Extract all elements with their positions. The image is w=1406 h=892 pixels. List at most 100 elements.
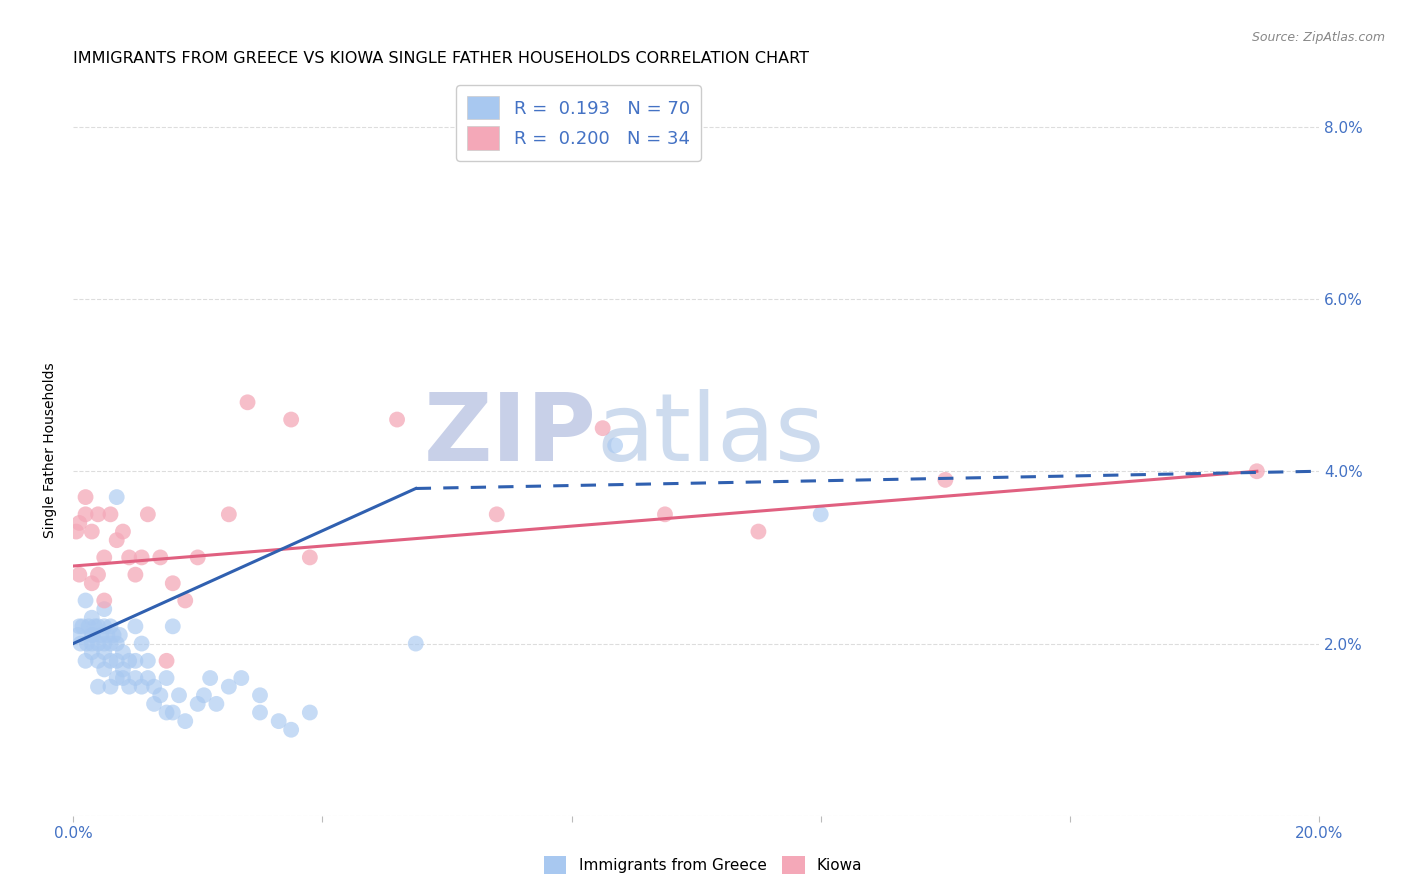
- Point: [77, 619, 100, 633]
- Point: [82, 628, 104, 642]
- Point: [100, 619, 122, 633]
- Point: [75, 593, 97, 607]
- Text: ZIP: ZIP: [423, 389, 596, 481]
- Point: [100, 680, 122, 694]
- Point: [136, 654, 159, 668]
- Point: [136, 508, 159, 522]
- Point: [131, 636, 153, 650]
- Text: Source: ZipAtlas.com: Source: ZipAtlas.com: [1251, 31, 1385, 45]
- Legend: R =  0.193   N = 70, R =  0.200   N = 34: R = 0.193 N = 70, R = 0.200 N = 34: [456, 86, 700, 161]
- Point: [236, 395, 259, 409]
- Point: [155, 671, 177, 685]
- Point: [93, 619, 115, 633]
- Point: [603, 438, 626, 452]
- Point: [124, 671, 146, 685]
- Point: [105, 671, 128, 685]
- Point: [108, 628, 131, 642]
- Point: [93, 645, 115, 659]
- Point: [67, 567, 90, 582]
- Point: [67, 628, 90, 642]
- Point: [124, 619, 146, 633]
- Point: [592, 421, 614, 435]
- Point: [75, 490, 97, 504]
- Point: [193, 688, 215, 702]
- Point: [105, 533, 128, 548]
- Point: [80, 645, 103, 659]
- Point: [280, 723, 302, 737]
- Point: [118, 680, 141, 694]
- Point: [87, 619, 110, 633]
- Point: [267, 714, 290, 728]
- Point: [87, 680, 110, 694]
- Point: [218, 680, 240, 694]
- Point: [405, 636, 427, 650]
- Point: [174, 714, 197, 728]
- Point: [105, 490, 128, 504]
- Point: [111, 671, 134, 685]
- Point: [80, 611, 103, 625]
- Point: [218, 508, 240, 522]
- Point: [87, 567, 110, 582]
- Point: [69, 636, 91, 650]
- Point: [65, 524, 87, 539]
- Point: [93, 550, 115, 565]
- Point: [100, 654, 122, 668]
- Point: [111, 524, 134, 539]
- Point: [162, 576, 184, 591]
- Y-axis label: Single Father Households: Single Father Households: [44, 362, 58, 538]
- Point: [72, 619, 94, 633]
- Point: [131, 550, 153, 565]
- Point: [90, 628, 112, 642]
- Point: [67, 619, 90, 633]
- Point: [249, 706, 271, 720]
- Point: [75, 654, 97, 668]
- Point: [810, 508, 832, 522]
- Point: [934, 473, 956, 487]
- Point: [111, 662, 134, 676]
- Point: [80, 628, 103, 642]
- Point: [83, 619, 105, 633]
- Point: [485, 508, 508, 522]
- Point: [747, 524, 769, 539]
- Point: [100, 636, 122, 650]
- Point: [136, 671, 159, 685]
- Point: [124, 654, 146, 668]
- Point: [124, 567, 146, 582]
- Point: [143, 697, 166, 711]
- Point: [111, 645, 134, 659]
- Point: [76, 636, 98, 650]
- Point: [96, 628, 118, 642]
- Point: [93, 602, 115, 616]
- Point: [149, 550, 172, 565]
- Point: [93, 636, 115, 650]
- Point: [187, 550, 209, 565]
- Point: [87, 636, 110, 650]
- Point: [298, 550, 321, 565]
- Point: [167, 688, 190, 702]
- Point: [280, 412, 302, 426]
- Point: [100, 508, 122, 522]
- Point: [149, 688, 172, 702]
- Point: [1246, 464, 1268, 478]
- Point: [131, 680, 153, 694]
- Point: [249, 688, 271, 702]
- Point: [80, 636, 103, 650]
- Point: [80, 576, 103, 591]
- Point: [75, 508, 97, 522]
- Point: [174, 593, 197, 607]
- Point: [93, 662, 115, 676]
- Point: [162, 619, 184, 633]
- Point: [118, 550, 141, 565]
- Point: [187, 697, 209, 711]
- Point: [87, 654, 110, 668]
- Point: [143, 680, 166, 694]
- Point: [205, 697, 228, 711]
- Point: [93, 593, 115, 607]
- Point: [87, 508, 110, 522]
- Text: atlas: atlas: [596, 389, 825, 481]
- Point: [105, 654, 128, 668]
- Point: [67, 516, 90, 530]
- Point: [80, 524, 103, 539]
- Point: [155, 654, 177, 668]
- Point: [198, 671, 221, 685]
